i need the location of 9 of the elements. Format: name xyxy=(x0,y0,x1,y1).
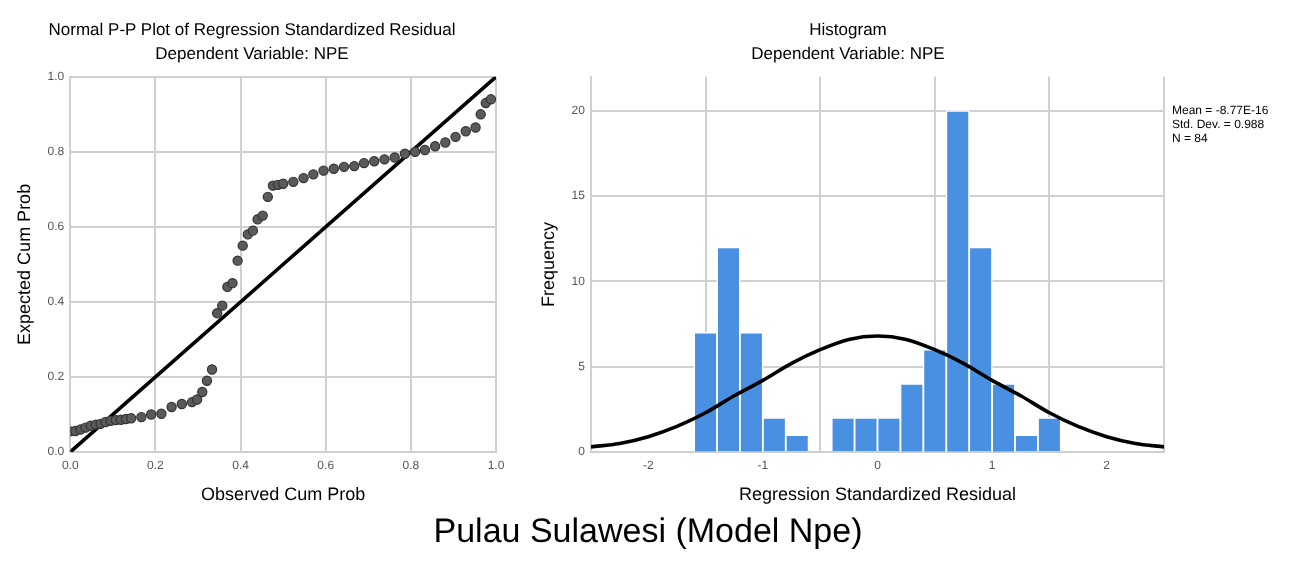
chart-subtitle: Dependent Variable: NPE xyxy=(155,43,350,64)
chart-subtitle: Dependent Variable: NPE xyxy=(751,43,946,64)
x-axis-title: Regression Standardized Residual xyxy=(738,484,1017,505)
chart-title: Histogram xyxy=(809,18,887,39)
x-axis-title: Observed Cum Prob xyxy=(201,484,366,505)
chart-title: Normal P-P Plot of Regression Standardized Residual xyxy=(48,18,456,39)
y-axis-title: Expected Cum Prob xyxy=(13,183,34,345)
text: Pulau Sulawesi (Model Npe) xyxy=(431,512,865,552)
y-axis-title: Frequency xyxy=(537,220,558,307)
